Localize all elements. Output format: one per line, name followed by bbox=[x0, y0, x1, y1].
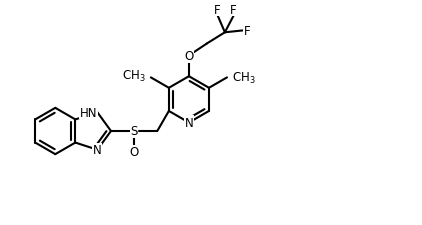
Text: F: F bbox=[244, 25, 251, 38]
Text: F: F bbox=[230, 4, 237, 16]
Text: S: S bbox=[130, 125, 138, 138]
Text: HN: HN bbox=[80, 106, 97, 119]
Text: F: F bbox=[214, 4, 221, 16]
Text: N: N bbox=[93, 144, 102, 157]
Text: N: N bbox=[184, 117, 193, 129]
Text: CH$_3$: CH$_3$ bbox=[122, 69, 146, 83]
Text: O: O bbox=[130, 146, 139, 159]
Text: O: O bbox=[184, 50, 194, 63]
Text: CH$_3$: CH$_3$ bbox=[232, 71, 255, 86]
